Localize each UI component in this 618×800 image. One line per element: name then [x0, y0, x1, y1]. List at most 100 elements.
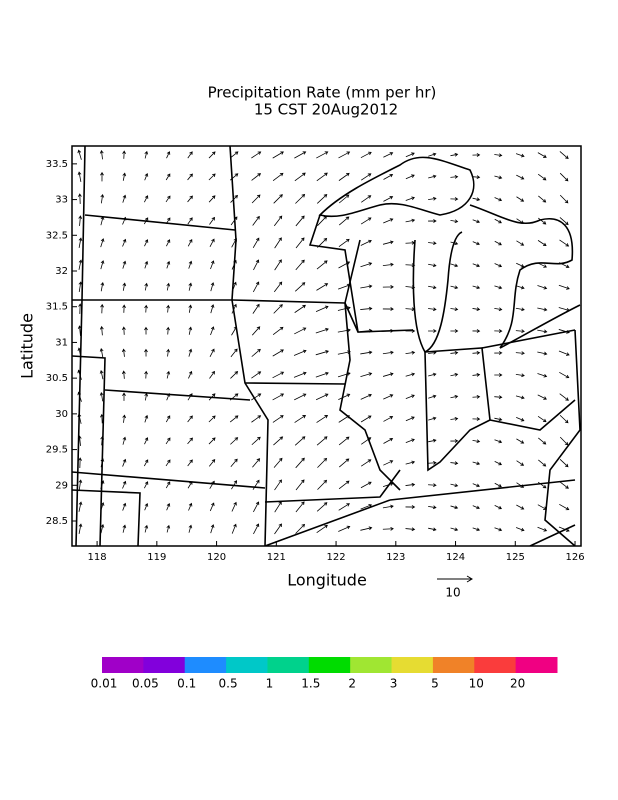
colorbar-label: 0.01 [91, 677, 118, 691]
wind-vector [360, 151, 372, 159]
wind-vector [166, 326, 170, 335]
wind-vector [251, 415, 262, 423]
wind-vector [450, 152, 459, 157]
wind-vector [472, 483, 480, 488]
y-tick-label: 33.5 [46, 159, 68, 170]
wind-vector [122, 414, 127, 423]
x-tick-label: 123 [386, 552, 405, 563]
wind-vector [338, 194, 350, 204]
wind-vector [251, 151, 262, 159]
wind-vector [295, 501, 305, 513]
wind-vector [144, 348, 148, 357]
wind-vector [121, 348, 126, 357]
wind-vector [144, 326, 148, 335]
wind-vector [360, 350, 373, 355]
wind-vector [187, 195, 193, 203]
wind-vector [338, 216, 350, 226]
wind-vector [187, 238, 193, 247]
wind-vector [208, 195, 216, 203]
wind-vector [494, 285, 503, 290]
wind-vector [210, 304, 215, 314]
wind-vector [338, 151, 351, 159]
wind-vector [99, 149, 104, 160]
wind-vector [100, 216, 105, 226]
wind-vector [316, 151, 329, 159]
colorbar-label: 0.1 [177, 677, 196, 691]
wind-vector [559, 503, 570, 511]
wind-vector [494, 395, 503, 399]
colorbar-label: 20 [510, 677, 525, 691]
wind-vector [143, 217, 149, 225]
wind-vector [272, 393, 285, 401]
wind-vector [78, 215, 83, 226]
wind-vector [294, 282, 306, 292]
wind-vector [428, 174, 437, 179]
wind-vector [144, 437, 149, 445]
wind-vector [559, 458, 569, 468]
wind-vector [78, 457, 82, 468]
wind-vector [78, 479, 83, 490]
wind-vector [100, 480, 105, 490]
wind-vector [144, 195, 149, 203]
wind-vector [294, 304, 306, 313]
wind-vector [166, 260, 171, 269]
wind-vector [450, 219, 459, 224]
wind-vector [494, 197, 503, 202]
wind-vector [537, 394, 547, 400]
wind-vector [405, 240, 416, 245]
wind-vector [317, 457, 328, 468]
y-tick-label: 30.5 [46, 373, 68, 384]
reference-arrowhead [466, 575, 473, 583]
wind-vector [274, 523, 282, 535]
wind-vector [515, 527, 525, 532]
wind-vector [272, 349, 284, 357]
wind-vector [405, 218, 416, 223]
wind-vector [383, 460, 394, 466]
wind-vector [208, 459, 216, 467]
wind-vector [99, 325, 104, 336]
wind-vector [472, 263, 480, 268]
wind-vector [78, 523, 83, 534]
wind-vector [450, 527, 459, 532]
wind-vector [78, 259, 83, 270]
y-tick-label: 31 [55, 337, 68, 348]
wind-vector [144, 524, 149, 533]
wind-vector [515, 153, 525, 158]
subtitle: 15 CST 20Aug2012 [254, 101, 398, 119]
wind-vector [450, 197, 459, 201]
wind-vector [360, 415, 372, 423]
colorbar-label: 2 [348, 677, 356, 691]
wind-vector [122, 238, 127, 247]
wind-vector [360, 173, 372, 181]
wind-vector [450, 285, 459, 290]
wind-vector [122, 480, 127, 489]
wind-vector [143, 459, 149, 467]
wind-vector [100, 238, 105, 248]
wind-vector [516, 482, 525, 488]
wind-vector [99, 347, 104, 358]
wind-vector [252, 458, 261, 468]
wind-vector [515, 307, 525, 312]
wind-vector [273, 436, 284, 446]
wind-vector [231, 303, 237, 314]
wind-vector [472, 219, 481, 224]
wind-vector [537, 307, 548, 312]
wind-vector [428, 307, 437, 312]
wind-vector [383, 196, 394, 202]
wind-vector [338, 436, 350, 446]
wind-vector [515, 329, 525, 334]
colorbar-label: 10 [469, 677, 484, 691]
wind-vector [166, 370, 171, 379]
wind-vector [428, 372, 437, 377]
wind-vector [337, 306, 351, 311]
wind-vector [165, 217, 171, 225]
wind-vector [317, 479, 328, 490]
wind-vector [251, 173, 262, 181]
wind-vector [295, 193, 306, 204]
wind-vector [428, 329, 437, 333]
wind-vector [494, 329, 503, 333]
wind-vector [537, 526, 548, 532]
wind-vector [294, 415, 307, 423]
wind-vector [209, 370, 215, 379]
wind-vector [122, 436, 127, 445]
